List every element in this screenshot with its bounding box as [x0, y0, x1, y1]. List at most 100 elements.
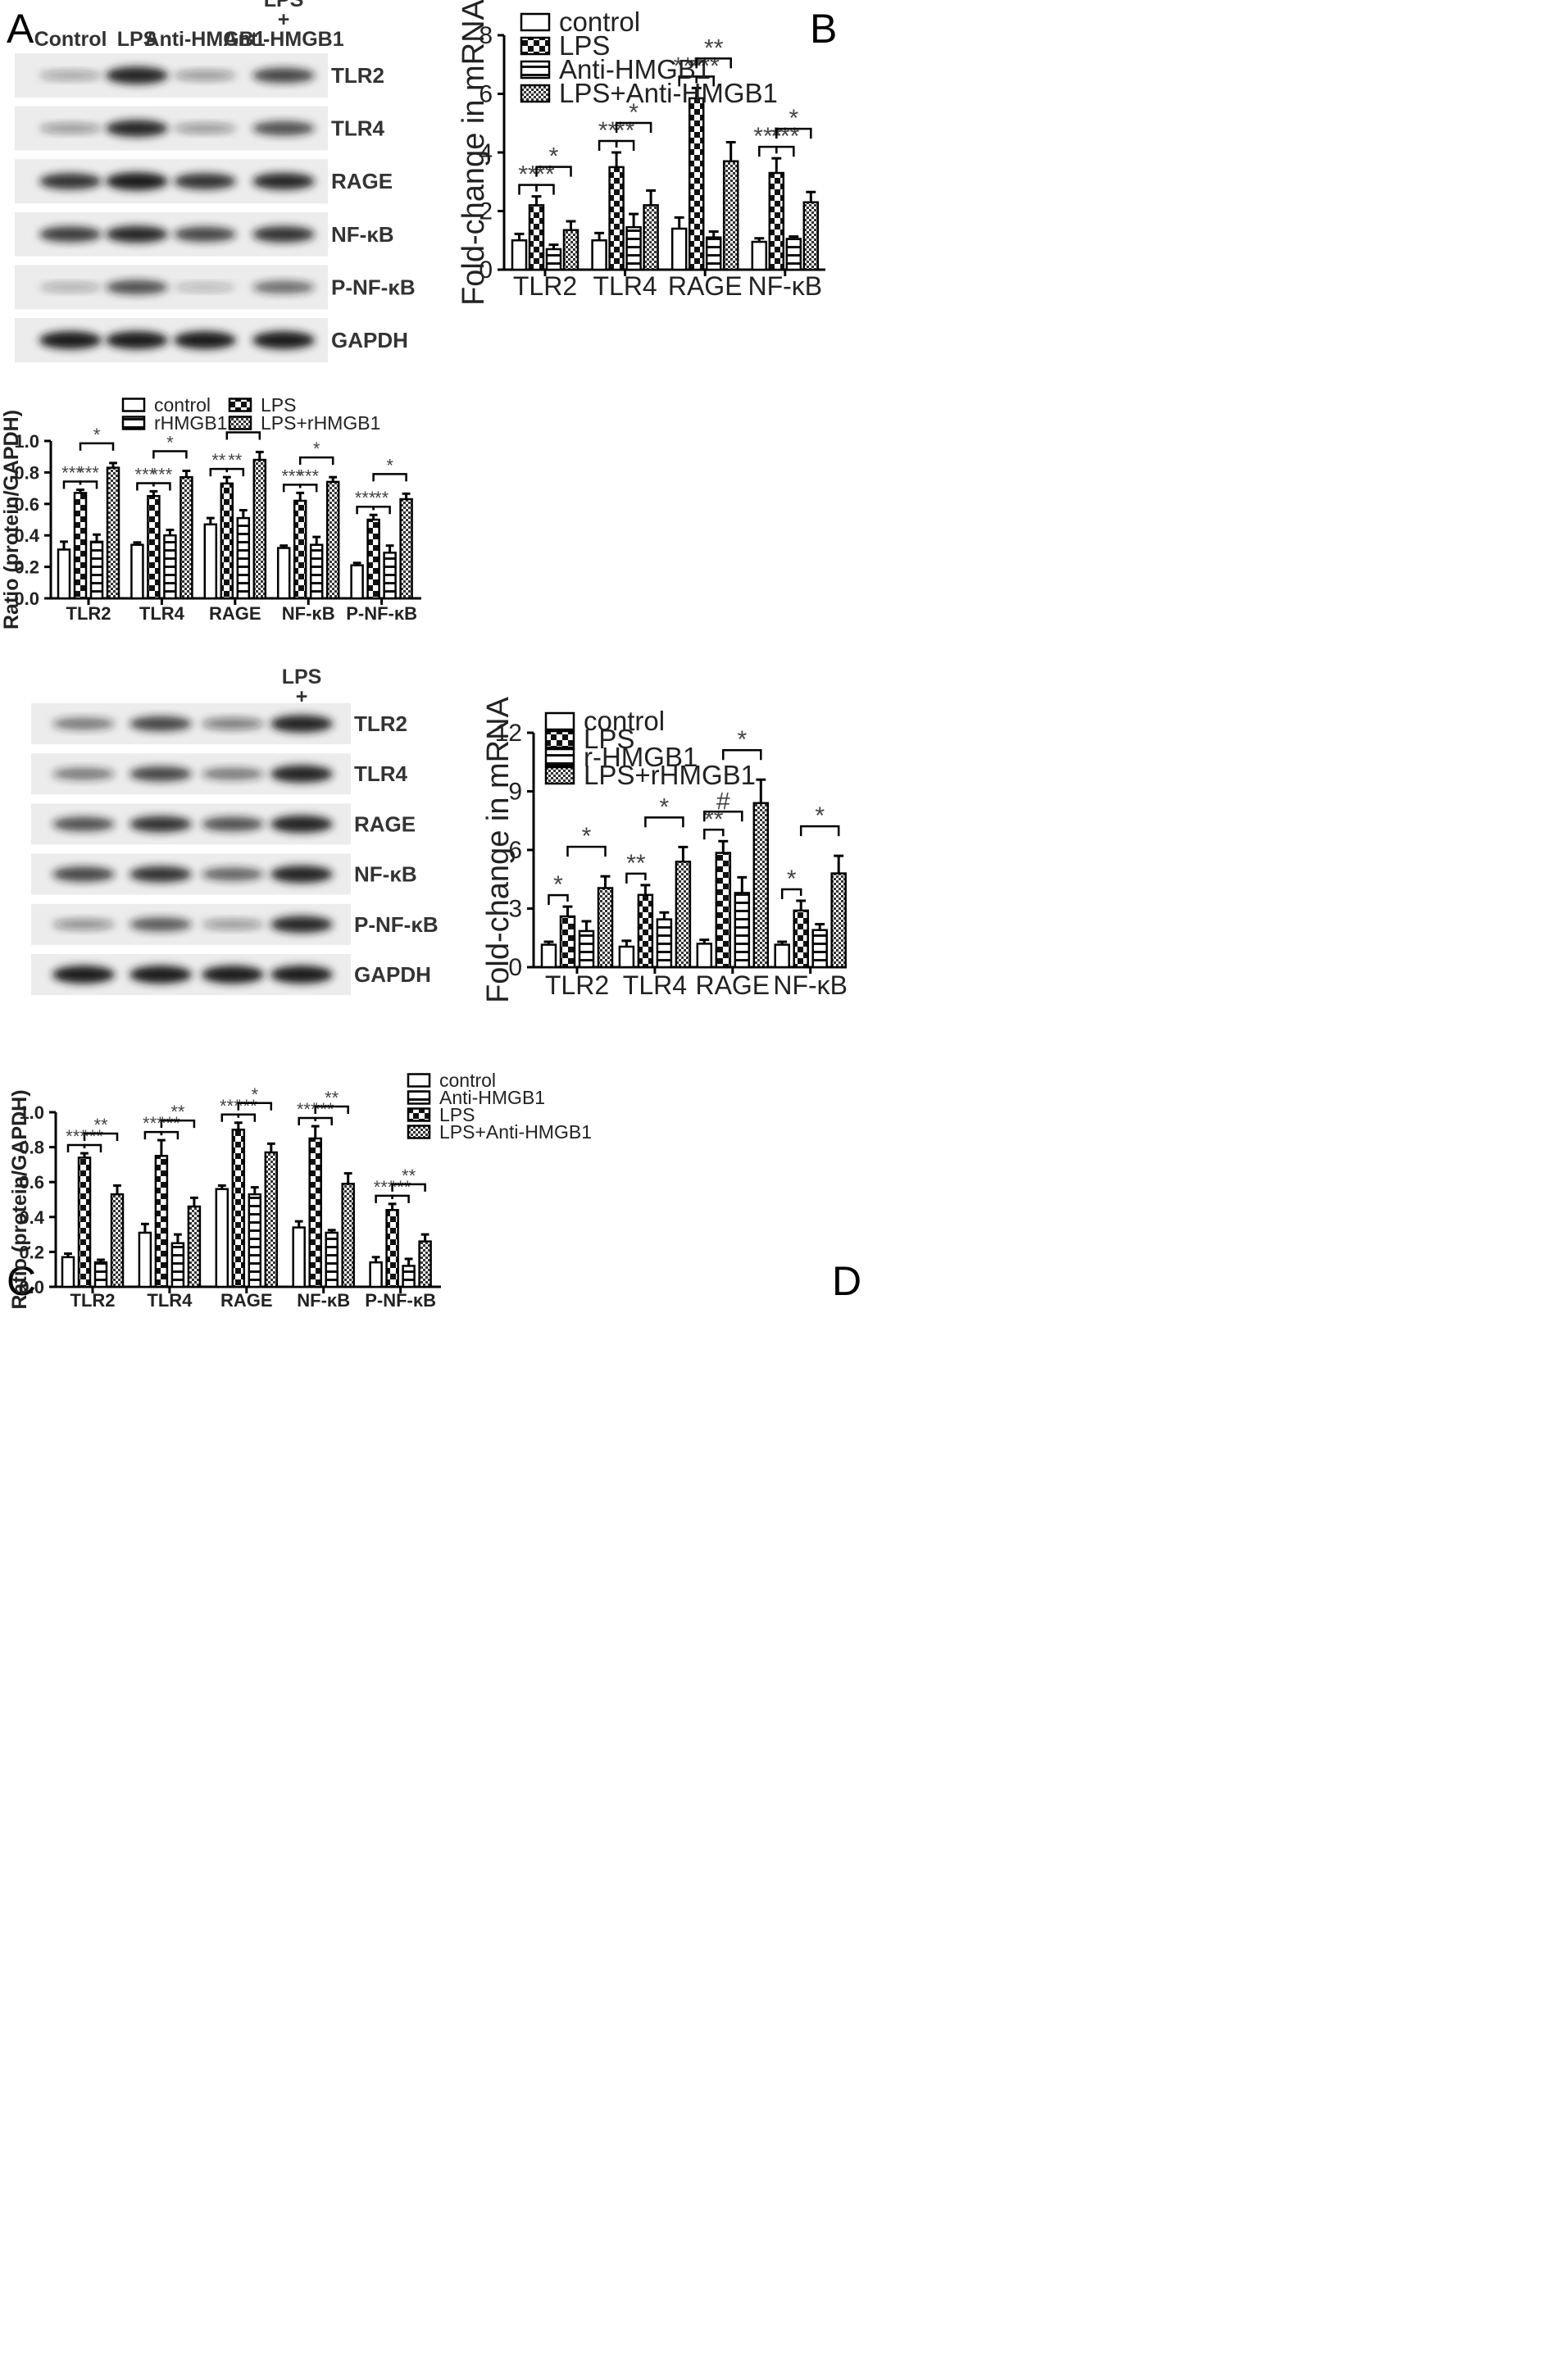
significance-bracket: * [644, 793, 684, 828]
bar-tlr2-control [61, 1256, 75, 1288]
error-bar [329, 475, 338, 482]
blot-band [202, 867, 264, 881]
bracket-line [225, 467, 245, 477]
bracket-line [83, 1132, 119, 1142]
blot-row-label: NF-κB [331, 222, 394, 247]
blot-row-tlr4: TLR4 [31, 753, 408, 795]
blot-column-label-anti-hmgb1: LPS [264, 0, 304, 11]
legend-label: LPS [261, 394, 296, 416]
bar-tlr4-lps [154, 1155, 169, 1288]
bar-tlr2-control [57, 548, 71, 600]
bar-nf-b-lps-rhmgb1 [830, 872, 847, 969]
blot-row-label: P-NF-κB [354, 912, 439, 937]
significance-label: *** [390, 1177, 411, 1197]
series-lps-rhmgb1 [597, 778, 847, 969]
legend-swatch [544, 766, 575, 785]
bar-tlr2-lps [559, 915, 576, 969]
bar-rage-lps [220, 482, 234, 600]
significance-bracket: *** [78, 463, 99, 489]
bar-rage-lps [231, 1129, 246, 1288]
bar-tlr4-lps-anti-hmgb1 [187, 1205, 202, 1288]
series-lps [559, 839, 809, 969]
significance-bracket: ** [225, 450, 245, 477]
legend-swatch [520, 84, 551, 103]
bracket-line [799, 825, 840, 837]
significance-label: *** [281, 466, 302, 486]
series-control [61, 1184, 383, 1288]
error-bar [691, 86, 702, 98]
series-control [57, 516, 364, 600]
bar-tlr4-lps [637, 893, 654, 969]
bar-p-nf-b-control [350, 564, 364, 600]
blot-band [270, 765, 333, 783]
bar-tlr2-lps-rhmgb1 [597, 887, 614, 969]
series-anti-hmgb1 [545, 212, 802, 271]
blot-band [130, 966, 192, 984]
legend-swatch [544, 711, 575, 731]
bar-tlr4-control [618, 945, 635, 969]
bracket-line [225, 431, 261, 440]
blot-band [202, 816, 264, 832]
significance-label: * [789, 105, 798, 132]
bar-p-nf-b-lps-anti-hmgb1 [418, 1240, 432, 1288]
bracket-line [372, 505, 391, 515]
bracket-line [298, 484, 318, 493]
bar-p-nf-b-anti-hmgb1 [402, 1265, 416, 1288]
significance-bracket: * [799, 802, 840, 837]
bracket-line [625, 872, 647, 884]
western-blot-a: Control LPSAnti-HMGB1LPS+Anti-HMGB1TLR2TL… [15, 0, 416, 362]
legend-item-lps-anti-hmgb1: LPS+Anti-HMGB1 [520, 78, 778, 108]
legend-item-control: control [407, 1070, 496, 1091]
panel-letter-b: B [810, 6, 837, 52]
legend-label: LPS [559, 30, 610, 61]
x-tick-label-tlr2: TLR2 [70, 1290, 116, 1311]
blot-column-label-anti-hmgb1: + [278, 8, 290, 31]
blot-band [252, 331, 315, 349]
bracket-line [535, 184, 555, 195]
blot-column-label-control: Control [34, 28, 107, 51]
y-tick-label: 0.0 [19, 1277, 44, 1297]
error-bar [371, 1256, 380, 1263]
blot-row-rage: RAGE [31, 803, 416, 845]
y-axis-label: Ratio (protein/GAPDH) [0, 410, 23, 629]
bar-nf-b-control [774, 943, 790, 969]
blot-band [270, 966, 333, 984]
significance-label: ** [598, 117, 618, 144]
bar-tlr2-rhmgb1 [89, 540, 104, 600]
error-bar [756, 778, 766, 803]
legend-item-control: control [544, 706, 665, 736]
significance-label: *** [78, 463, 99, 484]
x-tick-label-nf-b: NF-κB [773, 970, 848, 1000]
x-tick-label-tlr2: TLR2 [66, 603, 111, 624]
bar-tlr2-lps-anti-hmgb1 [110, 1193, 125, 1288]
bar-tlr4-control [138, 1231, 152, 1288]
bracket-line [535, 166, 572, 177]
blot-band [202, 767, 264, 780]
error-bar [266, 1142, 275, 1152]
error-bar [725, 140, 736, 161]
blot-column-label-rhmgb1: LPS [282, 666, 322, 688]
error-bar [674, 216, 684, 229]
bar-tlr2-lps-rhmgb1 [106, 466, 120, 600]
blot-row-gapdh: GAPDH [15, 318, 408, 362]
significance-label: * [553, 871, 563, 898]
error-bar [296, 491, 305, 501]
error-bar [280, 544, 289, 548]
bar-nf-b-lps [793, 909, 809, 969]
significance-label: *** [753, 123, 782, 150]
significance-bracket: ** [695, 34, 732, 69]
significance-label: * [313, 439, 320, 459]
bracket-line [615, 139, 635, 151]
blot-band [106, 172, 168, 191]
bar-nf-b-lps-rhmgb1 [325, 480, 340, 600]
bar-rage-lps-rhmgb1 [752, 802, 770, 969]
bracket-line [775, 145, 795, 157]
blot-row-label: GAPDH [354, 962, 431, 987]
y-tick-label: 0.4 [19, 1207, 44, 1228]
significance-label: *** [236, 1096, 257, 1116]
legend-label: r-HMGB1 [584, 742, 698, 772]
bracket-line [79, 480, 98, 489]
blot-row-label: TLR4 [354, 761, 408, 786]
bracket-line [152, 450, 188, 459]
